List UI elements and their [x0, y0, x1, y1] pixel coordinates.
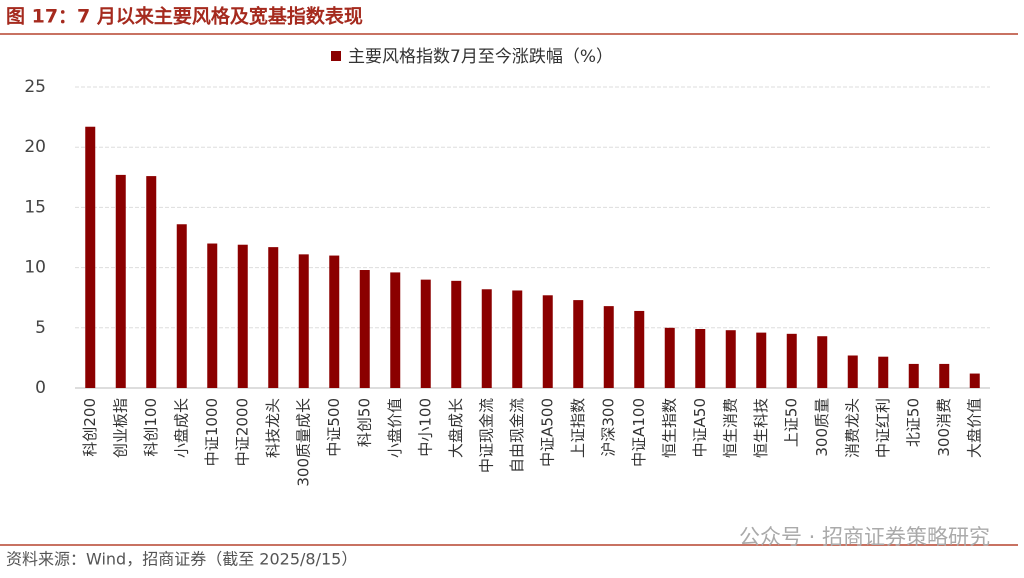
bar	[817, 336, 828, 388]
bar	[573, 300, 584, 388]
x-tick-label: 中证A100	[630, 398, 648, 467]
x-tick-label: 中证A50	[691, 398, 709, 457]
x-tick-label: 消费龙头	[843, 398, 861, 458]
x-tick-label: 上证50	[782, 398, 800, 447]
x-tick-label: 大盘价值	[965, 398, 983, 458]
bar	[481, 289, 492, 388]
x-tick-label: 中证A500	[538, 398, 556, 467]
legend-swatch	[331, 51, 341, 61]
legend-label: 主要风格指数7月至今涨跌幅（%）	[348, 47, 613, 67]
bar	[298, 254, 309, 388]
bar	[695, 329, 706, 388]
x-tick-label: 沪深300	[599, 398, 617, 457]
x-tick-label: 科创200	[81, 398, 99, 457]
bar	[329, 255, 340, 388]
bar	[756, 332, 767, 388]
y-tick-label: 10	[24, 258, 46, 278]
x-tick-label: 小盘价值	[386, 398, 404, 458]
bar	[908, 363, 919, 388]
bar	[725, 330, 736, 388]
bar	[939, 363, 950, 388]
x-tick-label: 上证指数	[569, 398, 587, 458]
x-tick-label: 科创50	[355, 398, 373, 447]
x-tick-label: 自由现金流	[508, 398, 526, 473]
x-tick-label: 北证50	[904, 398, 922, 447]
x-tick-label: 恒生消费	[721, 398, 739, 458]
x-tick-label: 中小100	[416, 398, 434, 457]
y-tick-label: 5	[35, 318, 46, 338]
bar	[847, 355, 858, 388]
y-tick-label: 15	[24, 197, 46, 217]
bar	[237, 244, 248, 388]
x-tick-label: 中证红利	[874, 398, 892, 458]
x-tick-label: 中证1000	[203, 398, 221, 466]
watermark: 公众号 · 招商证券策略研究	[739, 525, 990, 549]
bar	[85, 126, 96, 389]
bar	[451, 280, 462, 388]
x-tick-label: 科技龙头	[264, 398, 282, 458]
bar	[969, 373, 980, 388]
bar	[176, 224, 187, 388]
bar	[207, 243, 218, 388]
x-tick-label: 中证现金流	[477, 398, 495, 473]
x-tick-label: 科创100	[142, 398, 160, 457]
x-tick-label: 恒生指数	[660, 398, 678, 458]
x-tick-label: 恒生科技	[752, 398, 770, 458]
bar	[268, 247, 279, 388]
x-tick-label: 300质量	[813, 398, 831, 457]
bar	[878, 356, 889, 388]
bar	[542, 295, 553, 388]
bar	[786, 333, 797, 388]
x-tick-label: 中证500	[325, 398, 343, 457]
x-tick-label: 中证2000	[233, 398, 251, 466]
x-tick-label: 大盘成长	[447, 398, 465, 458]
x-tick-label: 300消费	[935, 398, 953, 457]
bar	[146, 176, 157, 388]
bar	[390, 272, 401, 388]
chart-title: 图 17：7 月以来主要风格及宽基指数表现	[6, 5, 363, 28]
source-note: 资料来源：Wind，招商证券（截至 2025/8/15）	[6, 550, 357, 569]
bar	[664, 327, 675, 388]
y-tick-label: 20	[24, 137, 46, 157]
y-tick-label: 25	[24, 77, 46, 97]
y-tick-label: 0	[35, 378, 46, 398]
x-tick-label: 小盘成长	[172, 398, 190, 458]
x-tick-label: 300质量成长	[294, 398, 312, 487]
bar	[512, 290, 523, 388]
bar	[420, 279, 431, 388]
x-tick-label: 创业板指	[111, 398, 129, 458]
bar	[603, 306, 614, 388]
bar	[359, 270, 370, 388]
bar	[634, 310, 645, 388]
bar	[115, 174, 126, 388]
